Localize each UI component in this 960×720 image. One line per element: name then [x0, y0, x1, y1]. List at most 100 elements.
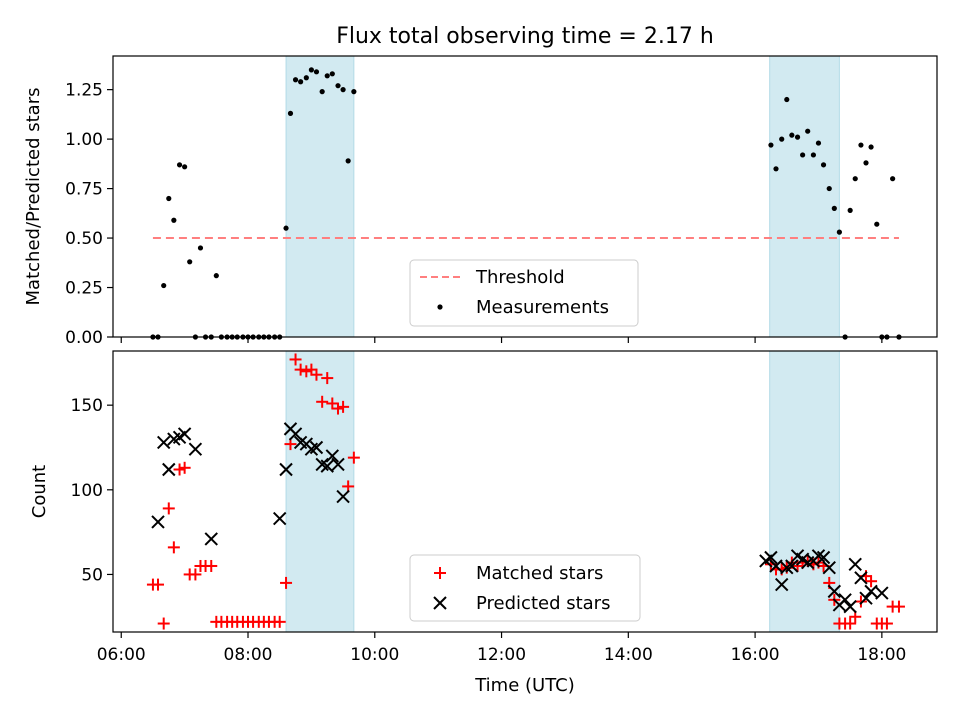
measurement-point: [187, 259, 193, 265]
measurements-legend-swatch: [437, 304, 443, 310]
predicted-star-marker: [854, 571, 868, 585]
measurement-point: [779, 136, 785, 142]
y-tick-label: 150: [71, 396, 103, 416]
matched-star-marker: [305, 363, 318, 376]
measurement-point: [298, 79, 304, 85]
predicted-star-marker: [288, 427, 303, 441]
bottom-legend: Matched stars Predicted stars: [409, 554, 641, 622]
matched-star-marker: [273, 615, 286, 628]
shaded-span: [285, 55, 355, 338]
matched-star-marker: [326, 397, 339, 410]
measurement-point: [283, 225, 289, 231]
predicted-star-marker: [775, 577, 789, 592]
predicted-star-marker: [785, 559, 799, 573]
y-tick-label: 0.00: [65, 328, 103, 348]
y-tick-label: 0.50: [65, 229, 103, 249]
x-tick-label: 16:00: [731, 645, 780, 665]
x-tick-label: 14:00: [604, 645, 653, 665]
bottom-axes-frame: [112, 350, 938, 633]
matched-star-marker: [337, 400, 350, 413]
measurement-point: [784, 96, 790, 103]
measurement-point: [324, 73, 330, 79]
y-tick-label: 1.25: [65, 81, 103, 101]
predicted-star-marker: [822, 560, 836, 575]
matched-star-marker: [189, 568, 202, 581]
predicted-star-marker: [157, 435, 171, 450]
matched-legend-swatch: [434, 567, 446, 579]
shaded-span: [769, 350, 840, 633]
predicted-star-marker: [204, 532, 218, 546]
matched-star-marker: [880, 617, 893, 630]
predicted-star-marker: [875, 586, 889, 600]
predicted-star-marker: [177, 427, 192, 441]
y-tick-label: 0.25: [65, 279, 103, 299]
predicted-star-marker: [162, 462, 176, 477]
predicted-legend-swatch: [433, 596, 447, 610]
top-legend-box: [409, 259, 639, 327]
measurement-point: [197, 245, 204, 251]
predicted-star-marker: [325, 449, 340, 463]
matched-star-marker: [865, 575, 878, 588]
measurement-point: [308, 67, 314, 73]
x-tick-label: 08:00: [224, 645, 273, 665]
measurement-point: [351, 89, 357, 95]
predicted-star-marker: [151, 515, 165, 529]
matched-star-marker: [321, 372, 334, 385]
matched-star-marker: [332, 402, 345, 415]
measurement-point: [836, 229, 842, 235]
x-axis-label: Time (UTC): [474, 675, 575, 696]
predicted-star-marker: [272, 511, 287, 526]
measurement-point: [340, 87, 346, 93]
matched-star-marker: [167, 541, 180, 554]
matched-star-marker: [892, 600, 905, 613]
measurement-point: [874, 221, 880, 227]
measurement-point: [815, 140, 822, 146]
measurement-point: [161, 282, 167, 289]
measurement-point: [820, 162, 827, 168]
measurement-point: [335, 83, 341, 89]
y-tick-label: 50: [81, 565, 103, 585]
matched-star-marker: [300, 365, 313, 378]
bottom-x-axis: 06:00 08:00 10:00 12:00 14:00 16:00 18:00: [97, 632, 906, 665]
matched-star-marker: [347, 451, 360, 464]
matched-star-marker: [316, 395, 329, 408]
measurement-point: [858, 142, 864, 148]
measurement-point: [890, 176, 896, 182]
x-tick-label: 12:00: [477, 645, 526, 665]
predicted-star-marker: [331, 457, 345, 472]
bottom-markers-layer: [146, 353, 905, 630]
top-legend: Threshold Measurements: [409, 259, 639, 327]
measurement-point: [292, 77, 299, 83]
matched-star-marker: [152, 578, 165, 591]
measurement-point: [329, 71, 335, 77]
measurement-point: [800, 152, 806, 158]
predicted-star-marker: [764, 550, 778, 565]
measurement-point: [213, 273, 219, 279]
bottom-y-axis-label: Count: [29, 465, 50, 518]
shaded-span: [285, 350, 355, 633]
measurements-legend-label: Measurements: [476, 297, 609, 318]
predicted-star-marker: [188, 442, 203, 456]
predicted-star-marker: [827, 584, 842, 599]
measurement-point: [847, 207, 853, 213]
predicted-star-marker: [843, 599, 857, 614]
measurement-point: [287, 110, 294, 116]
matched-star-marker: [162, 502, 175, 515]
y-tick-label: 1.00: [65, 130, 103, 150]
matched-legend-label: Matched stars: [476, 563, 603, 584]
top-x-ticks: [120, 337, 883, 343]
measurement-point: [852, 176, 858, 182]
threshold-legend-label: Threshold: [475, 267, 565, 288]
x-tick-label: 06:00: [97, 645, 146, 665]
measurement-point: [176, 162, 183, 168]
measurement-point: [182, 164, 188, 170]
measurement-point: [166, 195, 172, 202]
predicted-star-marker: [816, 550, 831, 565]
measurement-point: [810, 152, 817, 158]
matched-star-marker: [157, 617, 170, 630]
x-tick-label: 10:00: [350, 645, 399, 665]
matched-star-marker: [178, 461, 191, 474]
measurement-point: [171, 217, 177, 223]
predicted-star-marker: [309, 440, 324, 455]
